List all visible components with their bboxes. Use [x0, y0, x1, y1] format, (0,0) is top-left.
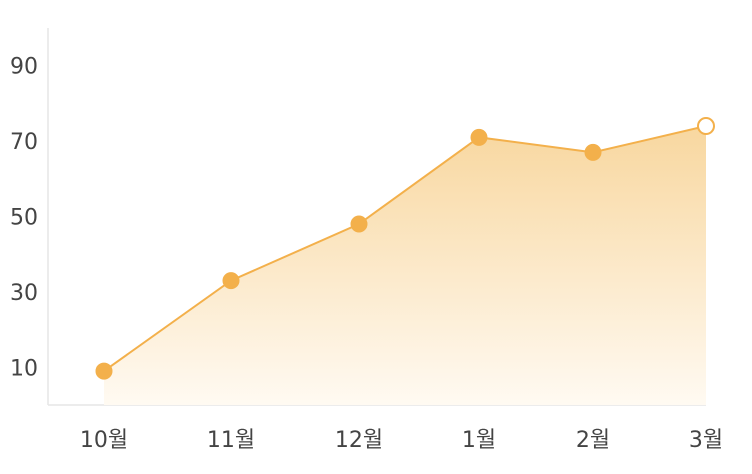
y-axis-ticks: 90 70 50 30 10	[10, 55, 38, 382]
x-tick-label: 12월	[335, 428, 383, 453]
data-point-11월	[223, 273, 239, 289]
y-tick-label: 50	[10, 206, 38, 231]
area-fill	[104, 126, 706, 405]
x-tick-label: 2월	[576, 428, 610, 453]
y-tick-label: 70	[10, 130, 38, 155]
y-tick-label: 10	[10, 356, 38, 381]
data-point-3월	[698, 118, 714, 134]
x-tick-label: 1월	[462, 428, 496, 453]
y-tick-label: 30	[10, 281, 38, 306]
data-point-1월	[471, 129, 487, 145]
x-tick-label: 3월	[689, 428, 723, 453]
x-tick-label: 11월	[207, 428, 255, 453]
data-point-2월	[585, 144, 601, 160]
data-point-12월	[351, 216, 367, 232]
data-point-10월	[96, 363, 112, 379]
x-tick-label: 10월	[80, 428, 128, 453]
y-tick-label: 90	[10, 55, 38, 80]
x-axis-ticks: 10월 11월 12월 1월 2월 3월	[80, 428, 723, 453]
